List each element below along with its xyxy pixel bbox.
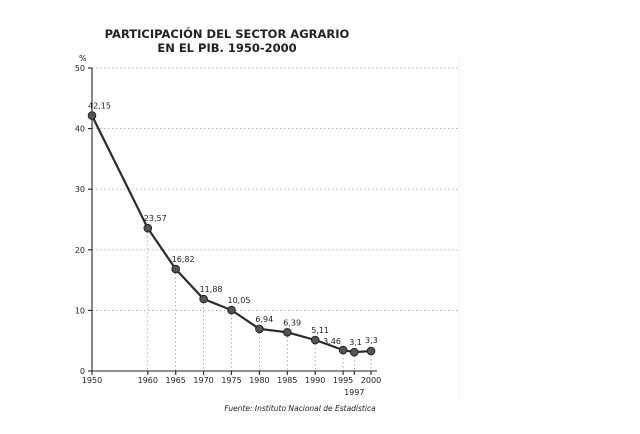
data-label: 42,15 (88, 102, 111, 111)
data-label: 3,46 (323, 337, 341, 346)
data-point (255, 324, 264, 334)
data-point (338, 345, 348, 355)
x-tick-label: 1985 (277, 376, 297, 385)
gridlines (92, 58, 460, 401)
data-point (283, 327, 292, 337)
data-point (227, 305, 236, 315)
data-label: 11,88 (200, 285, 223, 294)
x-tick-label: 1970 (193, 376, 213, 385)
data-label: 5,11 (311, 326, 329, 335)
y-tick-label: 40 (75, 125, 85, 134)
series-layer (87, 111, 376, 357)
data-label: 3,1 (349, 338, 362, 347)
data-point (143, 223, 153, 233)
x-tick-label: 1950 (82, 376, 102, 385)
data-labels: 42,15 23,57 16,82 11,88 10,05 6,94 6,39 5,11 3,4… (88, 102, 378, 348)
data-label: 6,94 (255, 315, 273, 324)
data-point (171, 264, 180, 274)
x-tick-label: 1990 (305, 376, 325, 385)
data-label: 10,05 (228, 296, 251, 305)
x-tick-label: 1965 (166, 376, 186, 385)
y-tick-label: 10 (75, 306, 85, 315)
x-tick-label: 1997 (344, 388, 364, 397)
value-drop-lines (147, 228, 372, 371)
data-point (366, 346, 376, 356)
data-label: 6,39 (283, 318, 301, 327)
y-tick-label: 0 (80, 367, 85, 376)
y-tick-label: 50 (75, 64, 85, 73)
data-label: 3,3 (365, 336, 378, 345)
data-point (87, 111, 97, 120)
series-line (91, 115, 372, 354)
x-tick-label: 1975 (221, 376, 241, 385)
data-point (199, 294, 208, 304)
x-tick-label: 1960 (138, 376, 158, 385)
source-note: Fuente: Instituto Nacional de Estadístic… (224, 404, 376, 413)
x-tick-label: 1980 (249, 376, 269, 385)
x-tick-label: 1995 (333, 376, 353, 385)
data-label: 16,82 (172, 255, 195, 264)
y-tick-label: 20 (75, 246, 85, 255)
y-axis-unit-label: % (79, 54, 87, 63)
x-tick-label: 2000 (361, 376, 381, 385)
y-tick-label: 30 (75, 185, 85, 194)
chart-title-line1: PARTICIPACIÓN DEL SECTOR AGRARIO (105, 26, 350, 41)
data-point (349, 347, 359, 357)
data-label: 23,57 (144, 214, 167, 223)
chart-title-line2: EN EL PIB. 1950-2000 (157, 41, 296, 55)
data-point (310, 335, 320, 345)
